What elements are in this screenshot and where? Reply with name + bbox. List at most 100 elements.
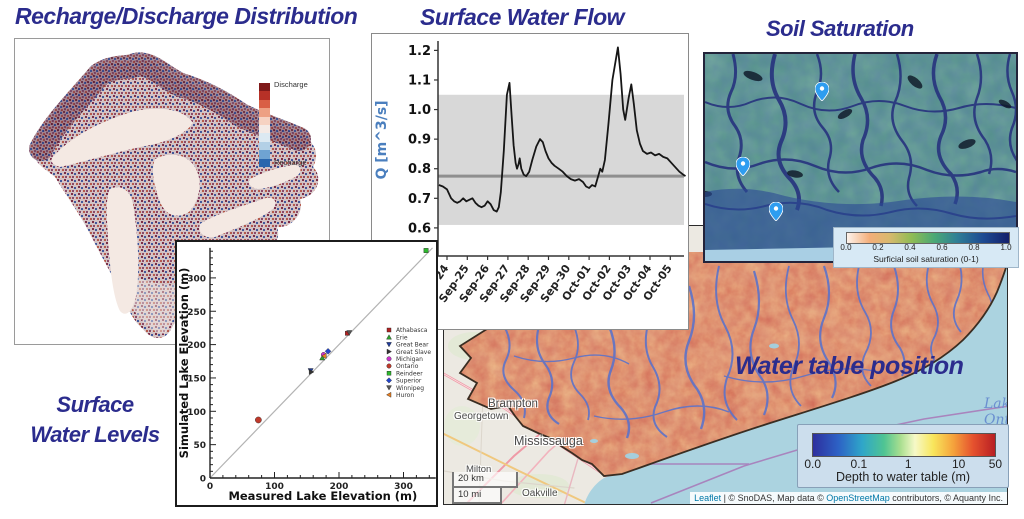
depth-colorbar-label: Depth to water table (m)	[835, 470, 971, 484]
soil-colorbar-gradient	[846, 232, 1010, 244]
levels-title: Surface Water Levels	[20, 390, 170, 450]
scatter-point-huron	[321, 352, 327, 359]
soil-tick-0.6: 0.6	[936, 243, 948, 252]
soil-title: Soil Saturation	[766, 16, 914, 41]
depth-tick-50: 50	[988, 457, 1003, 471]
city-label-oakville: Oakville	[522, 488, 558, 499]
recharge-colorbar-segment-5	[259, 125, 270, 134]
raster-ponds	[590, 343, 779, 459]
discharge-label: Discharge	[274, 80, 308, 89]
legend-label: Winnipeg	[396, 385, 424, 392]
soil-tick-0.2: 0.2	[872, 243, 884, 252]
legend-marker-1	[386, 334, 392, 340]
lakes	[51, 108, 301, 314]
scatter-xlabel: Measured Lake Elevation (m)	[228, 489, 417, 503]
city-label-georgetown: Georgetown	[454, 411, 509, 422]
legend-label: Ontario	[396, 363, 419, 370]
legend-label: Reindeer	[396, 370, 423, 377]
recharge-colorbar	[259, 83, 270, 168]
recharge-colorbar-segment-8	[259, 150, 270, 159]
city-label-mississauga: Mississauga	[514, 434, 583, 448]
depth-colorbar-panel: 0.0 0.1 1 10 50 Depth to water table (m)	[797, 424, 1009, 488]
attribution-text-1: | © SnoDAS, Map data ©	[721, 493, 827, 503]
svg-text:0.9: 0.9	[408, 133, 431, 148]
legend-marker-3	[386, 348, 392, 355]
svg-text:50: 50	[193, 441, 206, 451]
scatter-point-reindeer	[423, 248, 429, 253]
recharge-title: Recharge/Discharge Distribution	[15, 3, 358, 29]
soil-saturation-map[interactable]	[703, 52, 1018, 263]
great-lakes-map	[29, 52, 319, 338]
watershed-north-rim	[29, 52, 311, 161]
svg-text:0.7: 0.7	[408, 192, 431, 207]
recharge-colorbar-segment-2	[259, 99, 270, 109]
depth-tick-10: 10	[951, 457, 966, 471]
legend-marker-6	[386, 370, 392, 376]
recharge-map-panel: Discharge Recharge	[14, 38, 330, 345]
flow-ylabel: Q [m^3/s]	[374, 100, 390, 179]
legend-label: Athabasca	[396, 327, 428, 334]
legend-marker-8	[386, 385, 392, 391]
map-pin-2[interactable]	[736, 157, 750, 176]
svg-text:1.2: 1.2	[408, 44, 431, 59]
map-pin-1[interactable]	[815, 82, 829, 101]
recharge-label: Recharge	[274, 158, 307, 167]
soil-tick-1.0: 1.0	[1000, 243, 1012, 252]
legend-marker-9	[386, 391, 392, 398]
recharge-colorbar-segment-4	[259, 116, 270, 126]
depth-tick-1: 1	[904, 457, 912, 471]
flow-uncertainty-band	[438, 94, 684, 225]
svg-text:0: 0	[207, 482, 213, 492]
depth-tick-0.0: 0.0	[804, 457, 822, 471]
svg-text:0.6: 0.6	[408, 221, 431, 236]
legend-marker-0	[386, 327, 392, 333]
leaflet-link[interactable]: Leaflet	[694, 493, 722, 503]
openstreetmap-link[interactable]: OpenStreetMap	[826, 493, 890, 503]
recharge-colorbar-segment-9	[259, 158, 270, 168]
depth-tick-0.1: 0.1	[850, 457, 868, 471]
scalebar-mi: 10 mi	[452, 488, 502, 504]
svg-text:200: 200	[330, 482, 349, 492]
recharge-colorbar-segment-7	[259, 141, 270, 151]
legend-label: Erie	[396, 334, 408, 341]
model-domain-outline	[458, 261, 1007, 477]
recharge-colorbar-segment-1	[259, 91, 270, 100]
depth-colorbar-gradient	[812, 433, 996, 457]
legend-label: Huron	[396, 392, 414, 399]
scatter-ylabel: Simulated Lake Elevation (m)	[177, 268, 191, 459]
map-pin-3[interactable]	[769, 202, 783, 221]
scalebar-km: 20 km	[452, 472, 518, 488]
svg-text:1.0: 1.0	[408, 103, 431, 118]
levels-title-line1: Surface	[56, 392, 134, 417]
soil-tick-0.0: 0.0	[840, 243, 852, 252]
scatter-point-winnipeg	[346, 330, 353, 336]
legend-marker-2	[386, 342, 392, 348]
svg-text:300: 300	[187, 274, 206, 284]
svg-text:0.8: 0.8	[408, 162, 431, 177]
flow-chart: 0.60.70.80.91.01.11.2Sep-24Sep-25Sep-26S…	[374, 41, 686, 305]
svg-text:1.1: 1.1	[408, 73, 431, 88]
scatter-point-erie	[319, 354, 326, 361]
south-fringe-light	[120, 277, 187, 334]
legend-label: Great Slave	[396, 349, 431, 356]
soil-colorbar-panel: 0.0 0.2 0.4 0.6 0.8 1.0 Surficial soil satura…	[833, 227, 1019, 268]
scatter-point-superior	[324, 348, 332, 355]
lake-levels-panel: 0 100 200 300 0 50 100 150 200 250 300 Measured Lak…	[175, 240, 438, 507]
svg-text:0: 0	[200, 475, 206, 485]
map-attribution: Leaflet | © SnoDAS, Map data © OpenStree…	[690, 492, 1007, 504]
soil-tick-0.8: 0.8	[968, 243, 980, 252]
stream-network	[502, 259, 993, 439]
soil-dark-patches	[705, 70, 1012, 197]
levels-title-line2: Water Levels	[30, 422, 160, 447]
svg-text:250: 250	[187, 308, 206, 318]
city-label-brampton: Brampton	[488, 398, 538, 410]
svg-text:100: 100	[265, 482, 284, 492]
recharge-colorbar-segment-0	[259, 83, 270, 92]
legend-label: Superior	[396, 378, 422, 385]
watertable-title: Water table position	[735, 352, 964, 380]
scatter-point-great-slave	[308, 368, 315, 375]
recharge-colorbar-segment-6	[259, 133, 270, 142]
legend-label: Great Bear	[396, 342, 429, 349]
